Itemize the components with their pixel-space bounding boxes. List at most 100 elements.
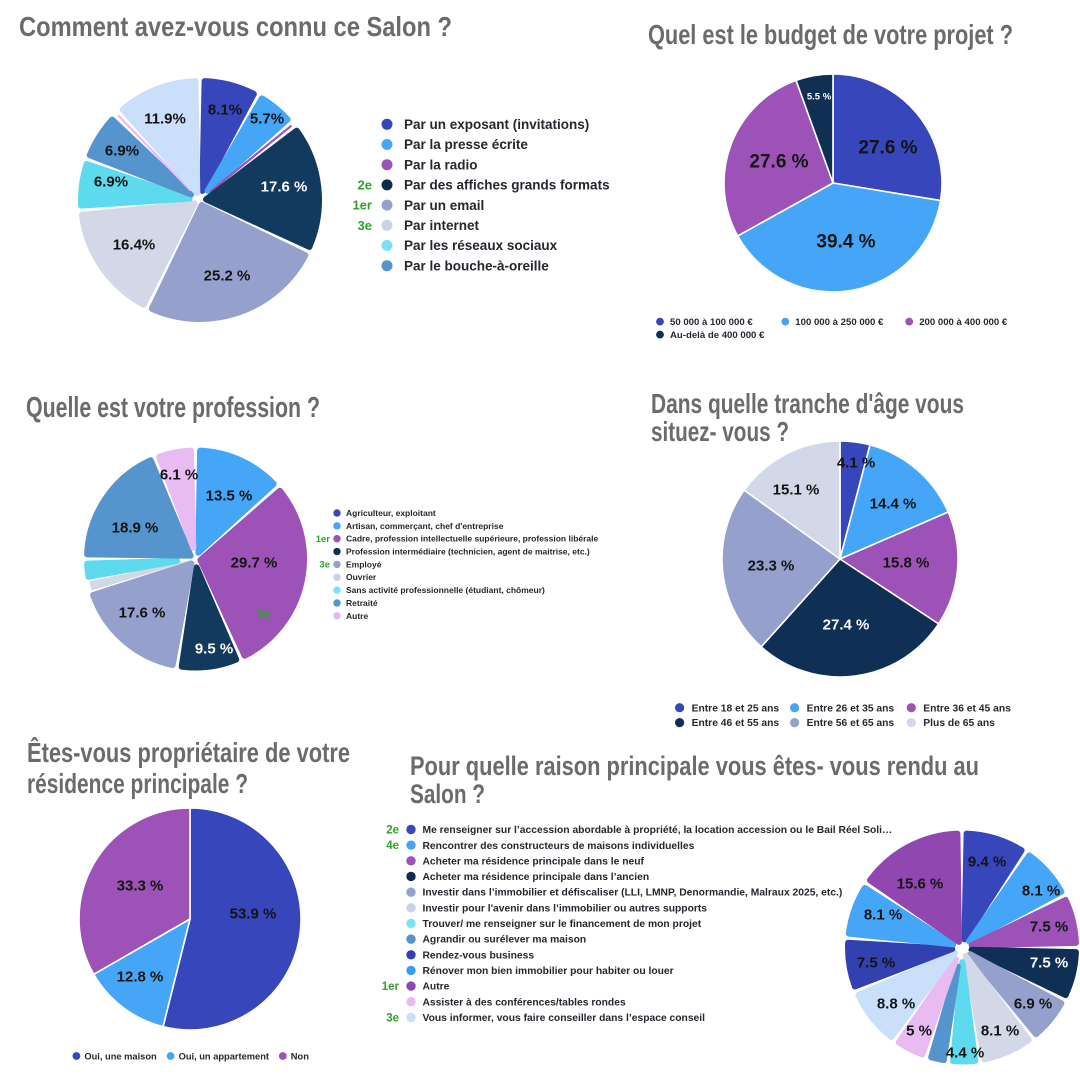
- svg-text:résidence principale ?: résidence principale ?: [27, 768, 248, 799]
- svg-text:3e: 3e: [386, 1012, 399, 1024]
- svg-text:15.8 %: 15.8 %: [883, 554, 930, 571]
- svg-text:15.1 %: 15.1 %: [773, 481, 820, 498]
- svg-text:50 000 à 100 000 €: 50 000 à 100 000 €: [670, 317, 753, 328]
- svg-text:4e: 4e: [386, 840, 399, 852]
- svg-text:Plus de 65 ans: Plus de 65 ans: [923, 718, 995, 729]
- svg-text:1er: 1er: [352, 198, 372, 213]
- svg-text:Par le bouche-à-oreille: Par le bouche-à-oreille: [404, 258, 549, 273]
- svg-text:Par la radio: Par la radio: [404, 157, 478, 172]
- svg-text:Acheter ma résidence principal: Acheter ma résidence principale dans le …: [423, 856, 645, 867]
- svg-text:Ouvrier: Ouvrier: [346, 572, 377, 582]
- svg-text:6.1 %: 6.1 %: [160, 466, 198, 483]
- svg-text:14.4 %: 14.4 %: [870, 495, 917, 512]
- svg-text:8.8 %: 8.8 %: [877, 995, 915, 1012]
- svg-text:Oui, un appartement: Oui, un appartement: [179, 1051, 269, 1061]
- svg-text:Investir pour l'avenir dans l’: Investir pour l'avenir dans l’immobilier…: [423, 903, 708, 914]
- svg-text:23.3 %: 23.3 %: [748, 557, 795, 574]
- svg-text:2e: 2e: [386, 825, 399, 837]
- svg-text:5.7%: 5.7%: [250, 110, 284, 127]
- svg-text:Trouver/ me renseigner sur le: Trouver/ me renseigner sur le financemen…: [423, 919, 702, 930]
- svg-text:12.8 %: 12.8 %: [117, 968, 164, 985]
- svg-text:200 000 à 400 000 €: 200 000 à 400 000 €: [919, 317, 1008, 328]
- svg-text:5 %: 5 %: [906, 1022, 932, 1039]
- svg-text:Par la presse écrite: Par la presse écrite: [404, 137, 528, 152]
- svg-text:18.9 %: 18.9 %: [112, 519, 159, 536]
- svg-text:Non: Non: [291, 1051, 309, 1061]
- svg-text:100 000 à 250 000 €: 100 000 à 250 000 €: [795, 317, 884, 328]
- svg-text:Oui, une maison: Oui, une maison: [84, 1051, 157, 1061]
- svg-text:27.4 %: 27.4 %: [823, 616, 870, 633]
- svg-text:3e: 3e: [319, 560, 330, 571]
- svg-text:Entre 18 et 25 ans: Entre 18 et 25 ans: [692, 703, 780, 714]
- svg-text:5.5 %: 5.5 %: [807, 91, 832, 102]
- svg-text:situez- vous ?: situez- vous ?: [651, 416, 789, 447]
- svg-text:Cadre, profession intellectuel: Cadre, profession intellectuelle supérie…: [346, 534, 599, 544]
- svg-text:Dans quelle tranche d'âge vous: Dans quelle tranche d'âge vous: [651, 388, 964, 419]
- svg-text:Entre 26 et 35 ans: Entre 26 et 35 ans: [807, 703, 895, 714]
- svg-text:Quelle est votre profession ?: Quelle est votre profession ?: [26, 392, 320, 424]
- svg-text:Autre: Autre: [423, 982, 450, 993]
- svg-text:13.5 %: 13.5 %: [206, 487, 253, 504]
- svg-text:4.1 %: 4.1 %: [837, 454, 875, 471]
- svg-text:Par les réseaux sociaux: Par les réseaux sociaux: [404, 238, 558, 253]
- svg-text:29.7 %: 29.7 %: [231, 554, 278, 571]
- svg-text:Agrandir ou surélever ma maiso: Agrandir ou surélever ma maison: [423, 935, 587, 946]
- svg-text:Rencontrer des constructeurs d: Rencontrer des constructeurs de maisons …: [423, 841, 695, 852]
- svg-text:Au-delà de 400 000 €: Au-delà de 400 000 €: [670, 330, 765, 341]
- svg-text:39.4 %: 39.4 %: [816, 232, 875, 253]
- svg-text:7.5 %: 7.5 %: [1030, 954, 1068, 971]
- svg-text:Comment avez-vous connu ce Sal: Comment avez-vous connu ce Salon ?: [19, 11, 452, 42]
- svg-text:8.1%: 8.1%: [208, 101, 242, 118]
- svg-text:7.5 %: 7.5 %: [857, 954, 895, 971]
- svg-text:2e: 2e: [358, 177, 372, 192]
- svg-text:Salon ?: Salon ?: [410, 779, 485, 809]
- svg-text:16.4%: 16.4%: [113, 236, 156, 253]
- svg-text:Par un exposant (invitations): Par un exposant (invitations): [404, 117, 589, 132]
- svg-text:27.6 %: 27.6 %: [858, 138, 917, 159]
- svg-text:25.2 %: 25.2 %: [204, 267, 251, 284]
- svg-text:9.4 %: 9.4 %: [968, 853, 1006, 870]
- svg-text:15.6 %: 15.6 %: [897, 875, 944, 892]
- svg-text:Acheter ma résidence principal: Acheter ma résidence principale dans l’a…: [423, 872, 650, 883]
- svg-text:Quel est le budget de votre pr: Quel est le budget de votre projet ?: [648, 19, 1013, 50]
- svg-text:17.6 %: 17.6 %: [261, 178, 308, 195]
- svg-text:Rénover mon bien immobilier po: Rénover mon bien immobilier pour habiter…: [423, 966, 674, 977]
- svg-text:Retraité: Retraité: [346, 598, 378, 608]
- svg-text:11.9%: 11.9%: [144, 110, 186, 127]
- svg-text:6.9%: 6.9%: [94, 173, 128, 190]
- svg-text:7.5 %: 7.5 %: [1030, 918, 1068, 935]
- svg-text:Me renseigner sur l’accession: Me renseigner sur l’accession abordable …: [423, 825, 893, 836]
- svg-text:1er: 1er: [382, 981, 400, 993]
- svg-text:Par internet: Par internet: [404, 218, 480, 233]
- svg-text:Investir dans l’immobilier et: Investir dans l’immobilier et défiscalis…: [423, 888, 843, 899]
- svg-text:Vous informer, vous faire cons: Vous informer, vous faire conseiller dan…: [423, 1013, 706, 1024]
- svg-text:Rendez-vous business: Rendez-vous business: [423, 950, 535, 961]
- svg-text:Par un email: Par un email: [404, 198, 484, 213]
- svg-text:4.4 %: 4.4 %: [946, 1044, 984, 1061]
- svg-text:6.9%: 6.9%: [105, 142, 139, 159]
- svg-text:1er: 1er: [316, 534, 331, 545]
- svg-text:8.1 %: 8.1 %: [1022, 882, 1060, 899]
- svg-text:Assister à des conférences/tab: Assister à des conférences/tables rondes: [423, 997, 626, 1008]
- svg-text:9.5 %: 9.5 %: [195, 640, 233, 657]
- svg-text:Employé: Employé: [346, 559, 382, 569]
- svg-text:Agriculteur, exploitant: Agriculteur, exploitant: [346, 508, 436, 518]
- svg-text:8.1 %: 8.1 %: [981, 1022, 1019, 1039]
- svg-text:Entre 36 et 45 ans: Entre 36 et 45 ans: [923, 703, 1011, 714]
- svg-text:Entre 46 et 55 ans: Entre 46 et 55 ans: [692, 718, 780, 729]
- svg-text:53.9 %: 53.9 %: [230, 905, 277, 922]
- svg-text:Artisan, commerçant, chef d'en: Artisan, commerçant, chef d'entreprise: [346, 521, 504, 531]
- svg-text:Sans activité professionnelle: Sans activité professionnelle (étudiant,…: [346, 585, 545, 595]
- svg-text:3e: 3e: [358, 218, 372, 233]
- svg-text:Par des affiches grands format: Par des affiches grands formats: [404, 178, 610, 193]
- svg-text:Entre 56 et 65 ans: Entre 56 et 65 ans: [807, 718, 895, 729]
- svg-text:Êtes-vous propriétaire de votr: Êtes-vous propriétaire de votre: [27, 737, 350, 768]
- svg-text:8.1 %: 8.1 %: [864, 906, 902, 923]
- svg-text:2e: 2e: [256, 607, 270, 621]
- svg-text:6.9 %: 6.9 %: [1014, 995, 1052, 1012]
- svg-text:33.3 %: 33.3 %: [117, 877, 164, 894]
- svg-text:17.6 %: 17.6 %: [119, 604, 166, 621]
- svg-text:27.6 %: 27.6 %: [749, 152, 808, 173]
- svg-text:Autre: Autre: [346, 611, 368, 621]
- svg-text:Profession intermédiaire (tech: Profession intermédiaire (technicien, ag…: [346, 547, 590, 557]
